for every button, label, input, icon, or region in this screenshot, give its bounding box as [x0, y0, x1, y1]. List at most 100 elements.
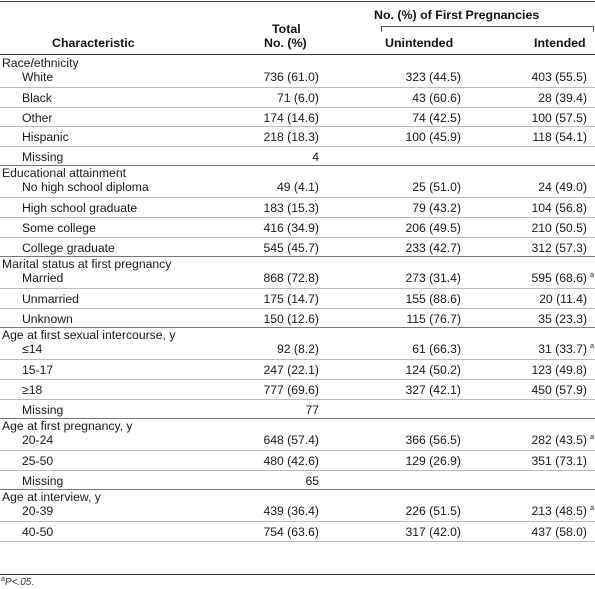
unintended-value: 273 (31.4)	[405, 271, 461, 286]
row-divider	[0, 307, 595, 309]
row-divider	[0, 106, 595, 108]
table-row: Unmarried 175 (14.7) 155 (88.6) 20 (11.4)	[0, 289, 595, 309]
group-separator	[0, 489, 595, 491]
table-row: Hispanic 218 (18.3) 100 (45.9) 118 (54.1)	[0, 127, 595, 147]
unintended-value: 327 (42.1)	[405, 383, 461, 397]
total-value: 868 (72.8)	[263, 271, 319, 286]
row-label: Black	[22, 91, 52, 105]
intended-header: Intended	[534, 36, 586, 50]
table-row: Black 71 (6.0) 43 (60.6) 28 (39.4)	[0, 88, 595, 108]
group-header: No. (%) of First Pregnancies	[374, 8, 540, 22]
group-label: Marital status at first pregnancy	[2, 257, 172, 272]
bottom-rule	[0, 574, 595, 575]
footnote-text: P<.05.	[4, 577, 35, 588]
significance-mark: a	[590, 505, 594, 513]
total-value: 71 (6.0)	[276, 91, 319, 105]
intended-value: 100 (57.5)	[531, 110, 587, 125]
row-label: High school graduate	[22, 201, 138, 216]
group-separator	[0, 256, 595, 258]
unintended-value: 155 (88.6)	[405, 292, 461, 307]
row-label: No high school diploma	[22, 180, 149, 195]
row-divider	[0, 145, 595, 147]
total-value: 77	[305, 402, 319, 417]
row-divider	[0, 521, 595, 523]
total-value: 183 (15.3)	[263, 201, 319, 216]
table-row: 25-50 480 (42.6) 129 (26.9) 351 (73.1)	[0, 451, 595, 471]
significance-mark: a	[590, 434, 594, 442]
intended-value: 351 (73.1)	[531, 454, 587, 469]
row-divider	[0, 197, 595, 199]
total-value: 777 (69.6)	[263, 383, 319, 397]
row-divider	[0, 236, 595, 238]
row-label: ≥18	[22, 383, 43, 397]
intended-value: 31 (33.7)	[538, 342, 587, 357]
table-row: High school graduate 183 (15.3) 79 (43.2) 1…	[0, 198, 595, 218]
row-label: 40-50	[22, 525, 54, 540]
row-divider	[0, 540, 595, 542]
significance-mark: a	[590, 343, 594, 351]
total-value: 247 (22.1)	[263, 363, 319, 378]
group-label: Age at first sexual intercourse, y	[2, 328, 176, 343]
row-label: Unmarried	[22, 292, 79, 307]
unintended-value: 115 (76.7)	[406, 311, 461, 326]
table-row: Married 868 (72.8) 273 (31.4) 595 (68.6) a	[0, 270, 595, 290]
intended-value: 282 (43.5)	[531, 433, 587, 448]
total-value: 480 (42.6)	[263, 454, 319, 469]
table-row: ≤14 92 (8.2) 61 (66.3) 31 (33.7) a	[0, 341, 595, 361]
unintended-value: 323 (44.5)	[405, 70, 461, 84]
table-row: 20-24 648 (57.4) 366 (56.5) 282 (43.5) a	[0, 432, 595, 452]
row-label: 20-24	[22, 433, 54, 448]
table-row: College graduate 545 (45.7) 233 (42.7) 312 …	[0, 238, 595, 258]
intended-value: 35 (23.3)	[538, 311, 587, 326]
total-value: 754 (63.6)	[263, 525, 319, 540]
group-label: Age at interview, y	[2, 490, 101, 505]
footnote-mark: a	[1, 576, 5, 583]
group-separator	[0, 327, 595, 329]
unintended-value: 317 (42.0)	[405, 525, 461, 540]
intended-value: 24 (49.0)	[538, 180, 587, 195]
intended-value: 437 (58.0)	[531, 525, 587, 540]
total-header-line1: Total	[272, 22, 301, 36]
intended-value: 123 (49.8)	[531, 363, 587, 378]
unintended-value: 226 (51.5)	[405, 504, 461, 519]
total-value: 736 (61.0)	[263, 70, 319, 84]
row-label: Missing	[22, 473, 64, 488]
group-separator	[0, 418, 595, 420]
row-label: Other	[22, 110, 53, 125]
table-row: Unknown 150 (12.6) 115 (76.7) 35 (23.3)	[0, 309, 595, 329]
row-label: Married	[22, 271, 64, 286]
row-label: Missing	[22, 402, 64, 417]
row-label: Some college	[22, 221, 96, 235]
total-value: 545 (45.7)	[263, 240, 319, 255]
unintended-value: 129 (26.9)	[405, 454, 461, 469]
characteristic-header: Characteristic	[52, 36, 135, 50]
total-value: 4	[312, 149, 319, 164]
group-label: Race/ethnicity	[2, 56, 79, 70]
group-bracket	[381, 26, 594, 32]
header-rule	[0, 54, 595, 55]
intended-value: 595 (68.6)	[531, 271, 587, 286]
row-label: 20-39	[22, 504, 54, 519]
group-label: Age at first pregnancy, y	[2, 419, 133, 434]
unintended-header: Unintended	[385, 36, 454, 50]
total-value: 92 (8.2)	[276, 342, 319, 357]
total-value: 648 (57.4)	[263, 433, 319, 448]
intended-value: 312 (57.3)	[531, 240, 587, 255]
table-row: Some college 416 (34.9) 206 (49.5) 210 (50.…	[0, 218, 595, 238]
row-label: 25-50	[22, 454, 54, 469]
table-row: Missing 4	[0, 147, 595, 167]
unintended-value: 74 (42.5)	[412, 110, 461, 125]
intended-value: 403 (55.5)	[531, 70, 587, 84]
table-row: 20-39 439 (36.4) 226 (51.5) 213 (48.5) a	[0, 503, 595, 523]
unintended-value: 206 (49.5)	[405, 221, 461, 235]
row-label: Unknown	[22, 311, 73, 326]
group-separator	[0, 165, 595, 167]
total-value: 218 (18.3)	[263, 130, 319, 145]
table-row: 15-17 247 (22.1) 124 (50.2) 123 (49.8)	[0, 360, 595, 380]
table-row: ≥18 777 (69.6) 327 (42.1) 450 (57.9)	[0, 380, 595, 400]
footnote: aP<.05.	[1, 576, 35, 588]
intended-value: 20 (11.4)	[539, 292, 587, 307]
row-divider	[0, 359, 595, 361]
unintended-value: 43 (60.6)	[412, 91, 461, 105]
row-divider	[0, 288, 595, 290]
